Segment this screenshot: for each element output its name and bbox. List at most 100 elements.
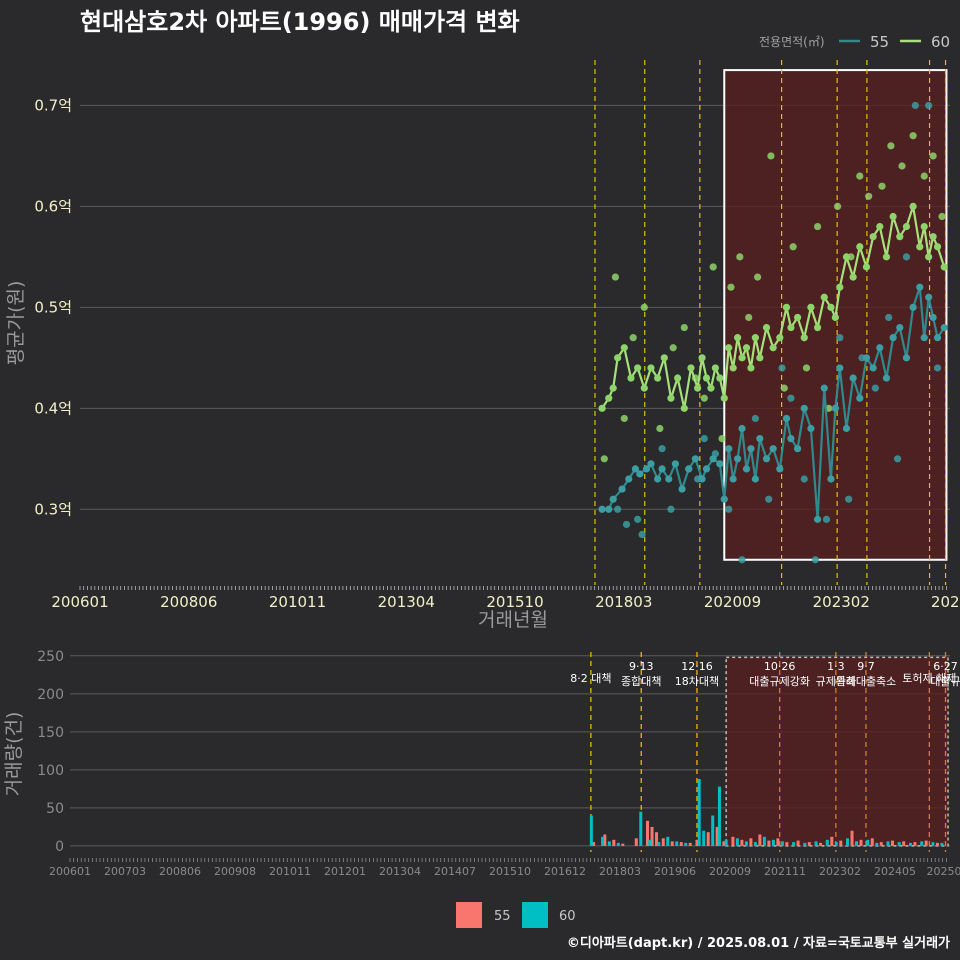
price-x-axis-title: 거래년월 xyxy=(478,609,548,631)
volume-annotation-label: 9·7 xyxy=(857,660,875,673)
price-point-55 xyxy=(813,515,822,523)
volume-bar-60 xyxy=(940,842,944,846)
price-point-60 xyxy=(754,273,762,281)
volume-bar-55 xyxy=(731,836,735,846)
price-point-60 xyxy=(747,364,755,372)
price-point-55 xyxy=(836,364,844,372)
price-point-60 xyxy=(751,334,759,342)
top-legend: 전용면적(㎡) 55 60 xyxy=(759,33,950,51)
top-legend-label-60: 60 xyxy=(931,33,950,51)
volume-bar-55 xyxy=(758,834,762,846)
volume-bar-55 xyxy=(722,841,726,846)
price-x-tick-label: 201510 xyxy=(486,593,543,611)
price-point-55 xyxy=(700,435,708,443)
price-point-60 xyxy=(933,243,942,251)
price-point-55 xyxy=(702,465,711,473)
volume-annotation-label: 규제완화 xyxy=(816,675,856,688)
price-point-60 xyxy=(756,354,764,362)
price-point-60 xyxy=(813,222,822,231)
price-point-55 xyxy=(671,460,680,468)
price-point-55 xyxy=(665,475,673,483)
volume-bar-60 xyxy=(616,842,620,846)
top-legend-title: 전용면적(㎡) xyxy=(759,35,825,49)
volume-bar-55 xyxy=(819,842,823,846)
volume-annotation-label: 6·27 xyxy=(933,660,958,673)
price-point-55 xyxy=(831,404,839,412)
volume-bar-55 xyxy=(749,838,753,846)
volume-bar-55 xyxy=(670,841,674,846)
price-point-55 xyxy=(729,475,737,483)
price-point-60 xyxy=(916,243,924,251)
price-point-60 xyxy=(909,132,917,140)
top-legend-label-55: 55 xyxy=(870,33,889,51)
price-y-tick-label: 0.5억 xyxy=(34,298,72,316)
volume-bar-60 xyxy=(589,815,593,846)
volume-bar-60 xyxy=(866,839,870,846)
volume-bar-55 xyxy=(924,840,928,846)
price-point-60 xyxy=(813,323,822,332)
volume-bar-60 xyxy=(771,839,775,846)
price-point-60 xyxy=(598,404,606,412)
volume-x-tick-label: 202302 xyxy=(819,865,861,878)
price-point-55 xyxy=(685,465,693,473)
price-x-tick-label: 201803 xyxy=(595,593,652,611)
price-y-tick-label: 0.7억 xyxy=(34,96,72,114)
price-point-60 xyxy=(738,354,746,362)
price-point-60 xyxy=(700,394,708,402)
volume-annotation-label: 대출규제강화 xyxy=(749,675,810,688)
price-point-60 xyxy=(767,152,775,160)
volume-bar-55 xyxy=(902,841,906,846)
price-x-tick-label: 202009 xyxy=(704,593,761,611)
volume-annotation-label: 9·13 xyxy=(629,660,654,673)
price-point-60 xyxy=(620,344,628,352)
price-point-60 xyxy=(611,273,620,281)
price-point-55 xyxy=(800,475,808,483)
volume-x-tick-label: 201011 xyxy=(269,865,311,878)
price-point-55 xyxy=(933,364,942,372)
price-point-55 xyxy=(598,505,606,513)
price-point-55 xyxy=(776,465,784,473)
price-point-55 xyxy=(636,470,644,478)
price-point-55 xyxy=(889,334,897,342)
price-point-60 xyxy=(742,344,751,352)
price-point-60 xyxy=(787,323,795,332)
price-point-60 xyxy=(876,222,884,231)
volume-bar-55 xyxy=(655,832,659,846)
price-point-60 xyxy=(702,374,711,382)
volume-annotation-label: 특례대출축소 xyxy=(836,675,897,688)
price-point-60 xyxy=(627,374,635,382)
price-point-55 xyxy=(691,455,699,463)
price-point-60 xyxy=(925,253,933,261)
price-point-55 xyxy=(698,475,706,483)
price-point-55 xyxy=(916,283,924,291)
volume-bar-55 xyxy=(612,839,616,846)
price-point-60 xyxy=(609,384,617,392)
price-point-60 xyxy=(694,384,702,392)
volume-bar-55 xyxy=(830,836,834,846)
volume-bar-60 xyxy=(803,842,807,846)
price-point-55 xyxy=(738,556,746,564)
price-point-60 xyxy=(769,344,777,352)
price-panel: 0.3억 0.4억 0.5억 0.6억 0.7억 200601 200806 201011 20… xyxy=(34,60,960,611)
price-point-55 xyxy=(638,530,646,539)
price-point-60 xyxy=(831,313,839,322)
price-point-55 xyxy=(751,414,759,423)
price-point-55 xyxy=(742,465,751,473)
volume-y-tick-label: 200 xyxy=(37,687,64,703)
volume-x-tick-label: 201906 xyxy=(654,865,696,878)
volume-bar-60 xyxy=(639,811,643,846)
price-point-60 xyxy=(909,202,917,210)
volume-y-tick-label: 250 xyxy=(37,649,64,665)
price-point-60 xyxy=(667,394,675,402)
price-point-60 xyxy=(865,192,873,200)
price-point-60 xyxy=(887,142,895,150)
volume-bar-60 xyxy=(657,842,661,846)
price-point-55 xyxy=(885,313,893,322)
price-point-55 xyxy=(778,364,786,372)
price-point-60 xyxy=(833,202,842,210)
volume-x-tick-label: 201407 xyxy=(434,865,476,878)
price-point-60 xyxy=(776,334,784,342)
volume-y-tick-label: 100 xyxy=(37,763,64,779)
price-point-55 xyxy=(765,495,773,503)
price-point-55 xyxy=(605,505,613,513)
